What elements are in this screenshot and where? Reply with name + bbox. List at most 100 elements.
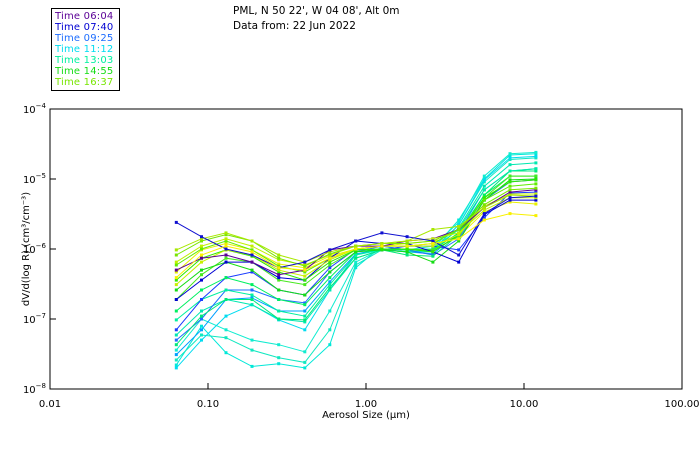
data-point [250,253,254,257]
data-point [277,253,281,257]
data-point [328,252,332,256]
data-point [482,203,486,207]
data-point [224,237,228,241]
data-point [200,333,203,337]
data-point [457,233,461,237]
data-point [534,188,538,192]
data-point [482,216,486,220]
data-point [224,276,228,280]
data-point [200,314,203,318]
data-point [174,288,178,292]
data-point [508,158,512,161]
data-point [224,247,228,251]
data-point [303,366,307,370]
data-point [380,242,384,245]
data-point [174,343,178,347]
data-point [508,156,512,160]
data-point [482,184,486,188]
data-point [250,348,254,352]
data-point [277,256,281,260]
series-layer [174,150,538,370]
data-point [224,328,228,332]
data-point [277,266,281,270]
data-point [200,309,203,313]
data-point [303,318,307,322]
data-point [303,260,307,264]
data-point [303,274,307,278]
data-point [405,242,409,245]
data-point [277,278,281,282]
data-point [277,288,281,292]
data-point [250,260,254,264]
data-point [303,320,307,324]
data-point [328,260,332,264]
data-point [482,218,486,222]
data-point [354,263,358,267]
data-point [200,239,203,243]
legend-item: Time 11:12 [55,44,114,55]
data-point [380,244,384,248]
data-point [277,273,281,277]
y-axis-title: dV/d(log R) (cm³/cm⁻³) [21,192,32,306]
data-point [328,250,332,254]
data-point [250,244,254,248]
data-point [224,336,228,340]
data-point [508,178,512,182]
data-point [174,358,178,362]
data-point [174,268,178,272]
chart-title-date: Data from: 22 Jun 2022 [233,20,356,32]
data-point [328,248,332,252]
data-point [354,256,358,260]
data-point [482,212,486,216]
data-point [303,270,307,274]
data-point [250,270,254,274]
data-point [482,174,486,178]
data-point [508,169,512,173]
data-point [508,212,512,216]
data-point [354,253,358,257]
data-point [534,169,538,173]
data-point [431,254,435,258]
data-point [457,260,461,264]
data-point [250,293,254,297]
data-point [224,298,228,301]
data-point [174,283,178,287]
data-point [200,338,203,342]
data-point [482,178,486,182]
data-point [174,353,178,357]
data-point [200,268,203,272]
data-point [328,280,332,284]
legend-item: Time 13:03 [55,55,114,66]
data-point [200,278,203,282]
data-point [224,244,228,248]
data-point [328,309,332,313]
data-point [534,196,538,200]
data-point [303,293,307,297]
x-tick-label: 10.00 [510,399,539,410]
data-point [457,237,461,241]
data-point [508,200,512,204]
x-tick-label: 0.01 [39,399,61,410]
data-point [224,231,228,235]
data-point [457,220,461,224]
data-point [174,333,178,337]
data-point [354,260,358,264]
data-point [482,193,486,197]
data-point [508,198,512,202]
data-point [174,248,178,252]
data-point [534,202,538,206]
y-tick-label: 10−7 [23,312,46,326]
data-point [534,192,538,196]
data-point [174,328,178,332]
data-point [303,264,307,268]
data-point [328,270,332,274]
data-point [200,273,203,277]
data-point [328,276,332,280]
data-point [431,237,435,241]
data-point [405,235,409,239]
data-point [431,228,435,231]
data-point [224,256,228,260]
data-point [277,362,281,366]
data-point [482,206,486,210]
data-point [354,247,358,251]
